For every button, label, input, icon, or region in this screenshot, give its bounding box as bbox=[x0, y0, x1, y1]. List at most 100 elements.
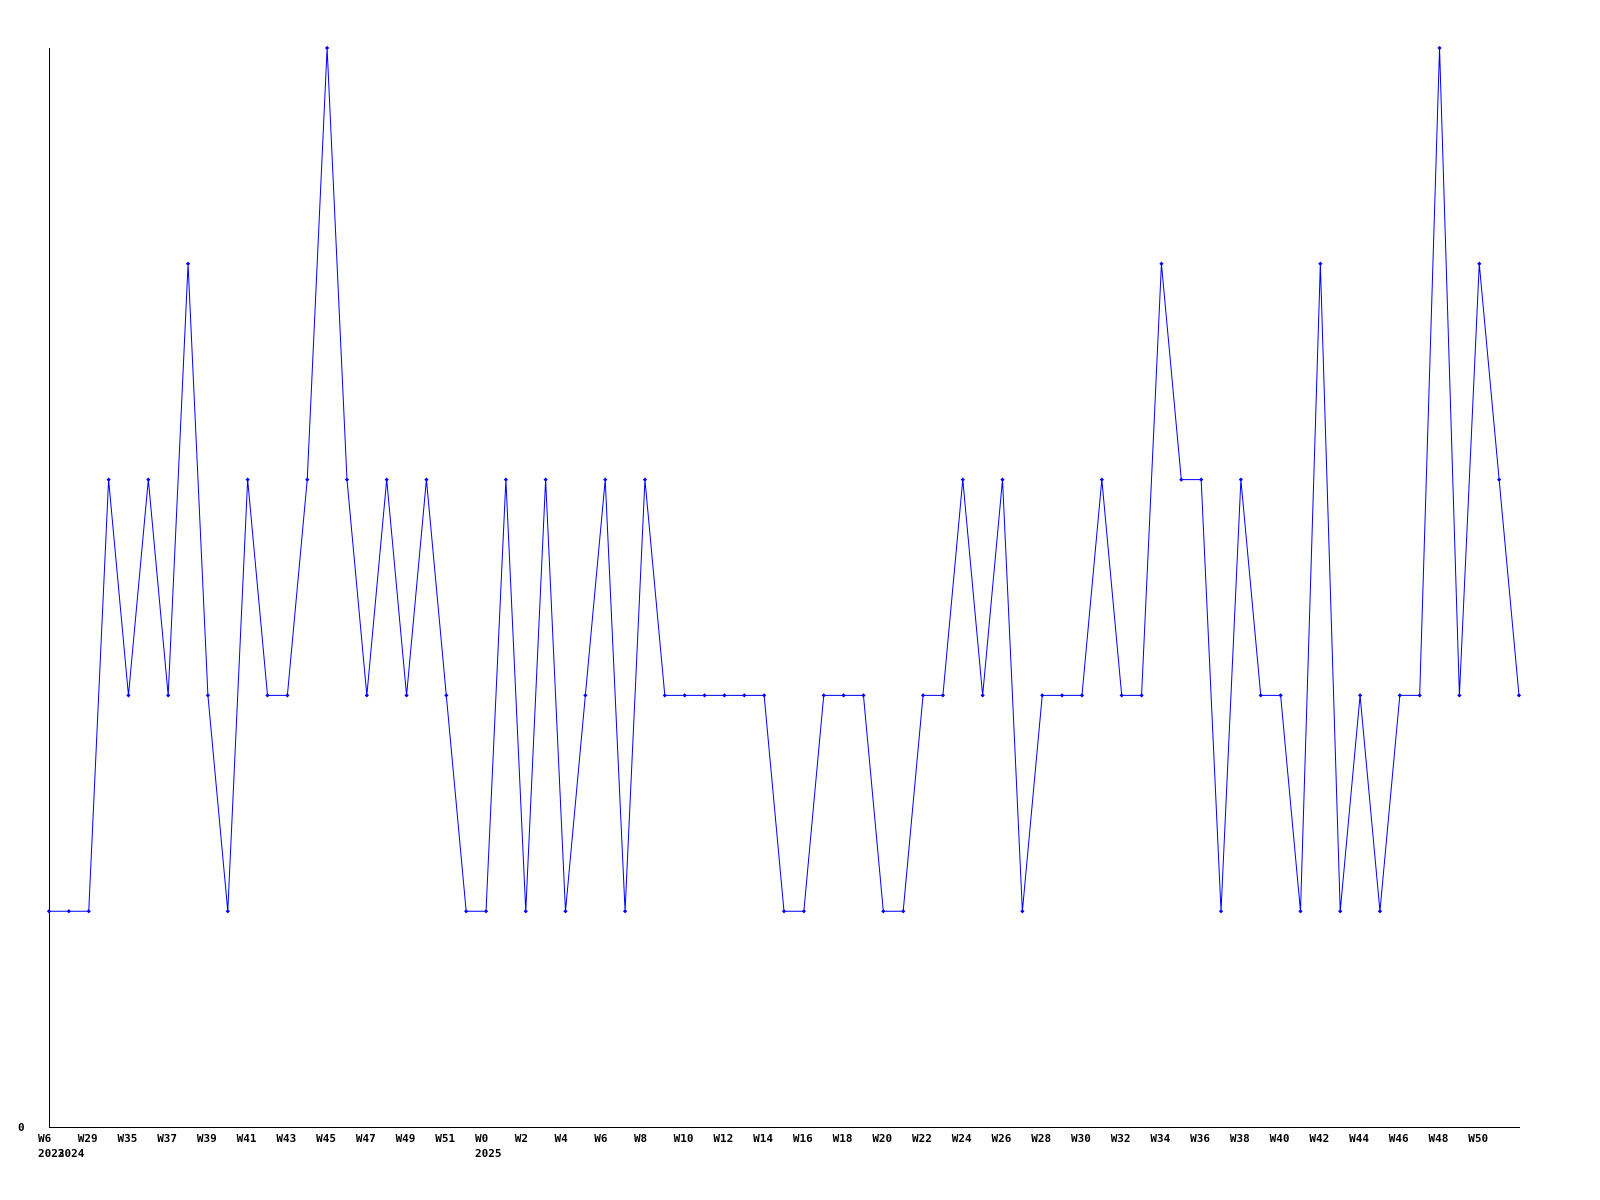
x-tick-label: W43 bbox=[276, 1132, 296, 1145]
data-point bbox=[742, 693, 747, 698]
data-point bbox=[185, 261, 191, 266]
data-point bbox=[1059, 693, 1065, 698]
data-point bbox=[225, 909, 230, 914]
data-point bbox=[762, 693, 767, 698]
x-tick-label: W41 bbox=[237, 1132, 257, 1145]
data-point bbox=[483, 909, 489, 914]
data-point bbox=[920, 693, 926, 698]
data-point bbox=[464, 909, 469, 914]
data-point bbox=[821, 693, 826, 698]
data-point bbox=[1278, 693, 1283, 698]
data-point bbox=[1516, 693, 1522, 698]
x-tick-label: W12 bbox=[713, 1132, 733, 1145]
data-point bbox=[305, 477, 310, 482]
x-tick-label: W51 bbox=[435, 1132, 455, 1145]
data-point bbox=[1477, 261, 1482, 266]
x-tick-label: W34 bbox=[1150, 1132, 1170, 1145]
data-point bbox=[404, 693, 409, 698]
x-tick-label: W44 bbox=[1349, 1132, 1369, 1145]
data-point bbox=[1179, 477, 1184, 482]
data-point bbox=[1338, 909, 1343, 914]
data-point bbox=[662, 693, 667, 698]
data-point bbox=[722, 693, 727, 698]
data-point bbox=[543, 477, 548, 482]
data-point bbox=[1000, 477, 1005, 482]
data-point bbox=[980, 693, 985, 698]
data-point bbox=[1457, 693, 1462, 698]
y-tick-label: 0 bbox=[18, 1121, 25, 1134]
x-tick-label: W35 bbox=[117, 1132, 137, 1145]
x-tick-label: W0 bbox=[475, 1132, 488, 1145]
data-point bbox=[603, 477, 608, 482]
data-point bbox=[1318, 261, 1323, 266]
x-tick-label: W6 bbox=[594, 1132, 608, 1145]
x-tick-label: W40 bbox=[1270, 1132, 1290, 1145]
data-point bbox=[1020, 909, 1025, 914]
x-tick-label: W24 bbox=[952, 1132, 972, 1145]
data-point bbox=[444, 693, 449, 698]
x-tick-label: W48 bbox=[1429, 1132, 1449, 1145]
data-point bbox=[1258, 693, 1263, 698]
data-point bbox=[702, 693, 707, 698]
data-point bbox=[1099, 477, 1104, 482]
year-label: 2025 bbox=[475, 1147, 502, 1160]
data-point bbox=[1079, 693, 1085, 698]
data-point bbox=[384, 477, 389, 482]
data-point bbox=[364, 693, 369, 698]
data-point bbox=[166, 693, 171, 698]
x-tick-label: W10 bbox=[674, 1132, 694, 1145]
data-point bbox=[1238, 477, 1244, 482]
data-point bbox=[563, 909, 568, 914]
x-tick-label: W37 bbox=[157, 1132, 177, 1145]
data-point bbox=[881, 909, 886, 914]
data-point bbox=[960, 477, 965, 482]
data-point bbox=[1298, 909, 1303, 914]
x-tick-label: W49 bbox=[396, 1132, 416, 1145]
x-tick-label: W22 bbox=[912, 1132, 932, 1145]
x-tick-label: W18 bbox=[833, 1132, 853, 1145]
data-point bbox=[126, 693, 131, 698]
data-point bbox=[106, 477, 111, 482]
data-point bbox=[1497, 477, 1502, 482]
data-point bbox=[1357, 693, 1363, 698]
x-tick-label: W30 bbox=[1071, 1132, 1091, 1145]
data-point bbox=[1159, 261, 1164, 266]
data-point bbox=[901, 909, 906, 914]
x-tick-label: W2 bbox=[515, 1132, 528, 1145]
data-point bbox=[1437, 45, 1442, 51]
year-label: 2024 bbox=[58, 1147, 85, 1160]
data-point bbox=[424, 477, 429, 482]
x-tick-label: W50 bbox=[1468, 1132, 1488, 1145]
data-point bbox=[682, 693, 687, 698]
data-point bbox=[1040, 693, 1045, 698]
data-point bbox=[523, 909, 528, 914]
data-point bbox=[146, 477, 151, 482]
data-point bbox=[940, 693, 946, 698]
x-tick-label: W26 bbox=[992, 1132, 1012, 1145]
data-point bbox=[86, 909, 91, 914]
data-point bbox=[583, 693, 588, 698]
data-point bbox=[841, 693, 846, 698]
x-tick-label: W47 bbox=[356, 1132, 376, 1145]
x-tick-label: W42 bbox=[1309, 1132, 1329, 1145]
x-tick-label: W28 bbox=[1031, 1132, 1051, 1145]
data-point bbox=[622, 909, 628, 914]
data-point bbox=[1417, 693, 1422, 698]
x-tick-label: W32 bbox=[1111, 1132, 1131, 1145]
data-point bbox=[46, 909, 52, 914]
x-tick-label: W20 bbox=[872, 1132, 892, 1145]
data-point bbox=[503, 477, 509, 482]
x-tick-label: W38 bbox=[1230, 1132, 1250, 1145]
x-tick-label: W14 bbox=[753, 1132, 773, 1145]
data-point bbox=[861, 693, 866, 698]
series-line bbox=[49, 47, 1520, 912]
x-tick-label: W16 bbox=[793, 1132, 813, 1145]
year-label: 2023 bbox=[38, 1147, 65, 1160]
x-tick-label: W6 bbox=[38, 1132, 52, 1145]
data-point bbox=[1199, 477, 1204, 482]
data-point bbox=[1139, 693, 1144, 698]
x-tick-label: W45 bbox=[316, 1132, 336, 1145]
data-point bbox=[1377, 909, 1383, 914]
data-point bbox=[642, 477, 648, 482]
